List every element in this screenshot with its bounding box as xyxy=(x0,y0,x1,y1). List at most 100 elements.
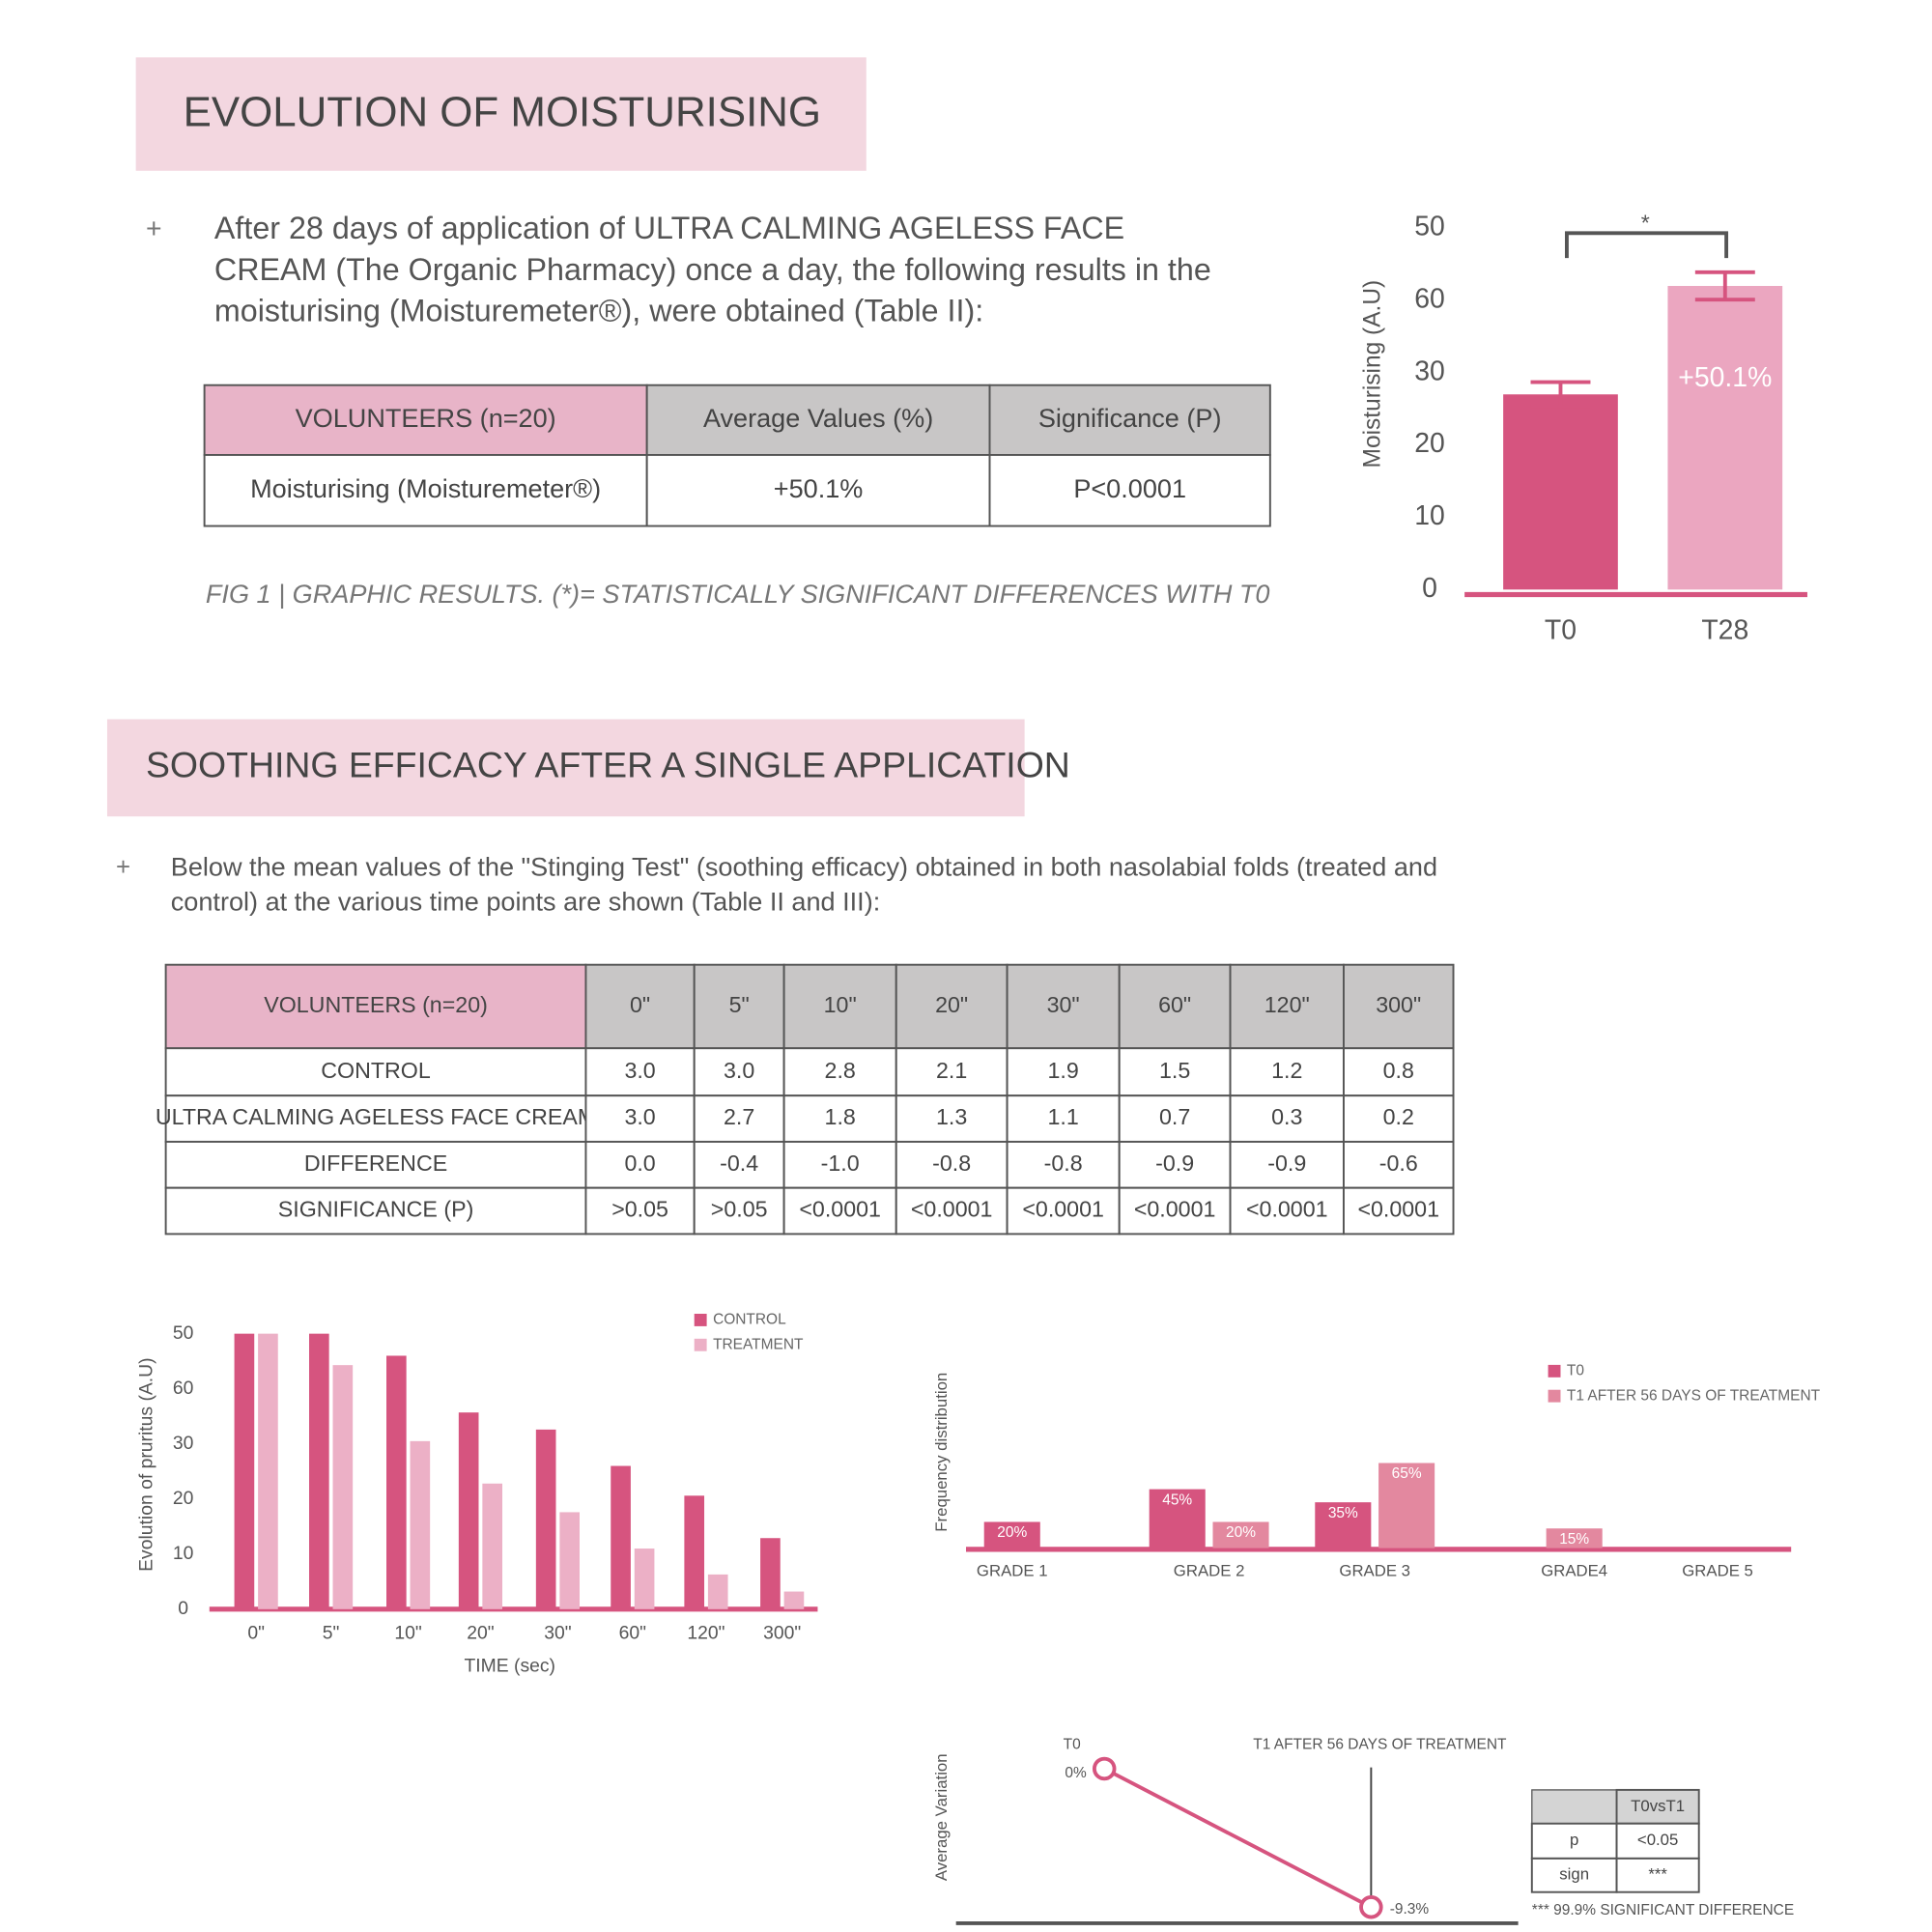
line xyxy=(1103,1767,1373,1909)
bar xyxy=(634,1548,655,1609)
x-tick-label: 0" xyxy=(247,1623,265,1644)
data-label: 15% xyxy=(1559,1531,1589,1548)
bar xyxy=(559,1512,580,1609)
table-cell-text: <0.0001 xyxy=(1022,1197,1104,1222)
table-header-cell xyxy=(1006,963,1121,1050)
legend-label: T1 AFTER 56 DAYS OF TREATMENT xyxy=(1567,1387,1821,1404)
x-tick-label: GRADE 2 xyxy=(1174,1562,1245,1580)
table-header: T0vsT1 xyxy=(1631,1797,1685,1815)
table-cell-text: >0.05 xyxy=(711,1197,768,1222)
legend-swatch xyxy=(694,1338,707,1351)
table-cell-text: DIFFERENCE xyxy=(304,1151,447,1176)
table-cell-text: 1.3 xyxy=(936,1104,967,1129)
table-cell-text: 3.0 xyxy=(724,1058,754,1083)
table-cell-text: -0.8 xyxy=(932,1151,971,1176)
table-cell-text: 3.0 xyxy=(624,1058,655,1083)
y-tick-label: 30 xyxy=(1414,355,1445,386)
table-cell-text: 1.5 xyxy=(1159,1058,1190,1083)
data-label: 20% xyxy=(997,1524,1027,1541)
table-cell xyxy=(1343,1047,1455,1097)
bar xyxy=(1667,286,1783,590)
table-header-cell xyxy=(164,963,587,1050)
table-cell xyxy=(1530,1857,1618,1893)
y-tick-label: 30 xyxy=(173,1433,194,1454)
table-cell-text: ULTRA CALMING AGELESS FACE CREAM xyxy=(156,1104,596,1129)
table-cell-text: <0.0001 xyxy=(1134,1197,1216,1222)
bar xyxy=(535,1429,556,1609)
x-tick-label: GRADE4 xyxy=(1541,1562,1607,1580)
table-cell-text: 2.8 xyxy=(825,1058,856,1083)
bar xyxy=(760,1538,781,1609)
table-header-cell xyxy=(203,384,648,456)
table-note: *** 99.9% SIGNIFICANT DIFFERENCE xyxy=(1532,1902,1794,1918)
table-cell-text: 0.3 xyxy=(1271,1104,1302,1129)
table-cell-text: 1.2 xyxy=(1271,1058,1302,1083)
table-cell xyxy=(693,1094,785,1143)
data-label: 65% xyxy=(1392,1465,1422,1482)
table-cell-text: *** xyxy=(1648,1865,1667,1884)
legend-label: T0 xyxy=(1567,1362,1584,1378)
table-cell xyxy=(1229,1094,1345,1143)
bar xyxy=(410,1440,431,1609)
bar xyxy=(611,1465,631,1609)
table-cell-text: <0.05 xyxy=(1637,1831,1678,1849)
bar xyxy=(458,1412,479,1609)
table-cell-text: <0.0001 xyxy=(799,1197,881,1222)
table-cell-text: -1.0 xyxy=(821,1151,860,1176)
y-tick-label: 50 xyxy=(173,1322,194,1344)
table-cell-text: 0.0 xyxy=(624,1151,655,1176)
table-header-cell xyxy=(645,384,991,456)
table-cell xyxy=(1343,1186,1455,1236)
table-cell xyxy=(1343,1094,1455,1143)
x-axis-label: TIME (sec) xyxy=(464,1655,555,1676)
table-cell xyxy=(1229,1140,1345,1189)
bar xyxy=(1315,1502,1372,1548)
section-title: EVOLUTION OF MOISTURISING xyxy=(184,88,821,135)
table-cell-text: 0.8 xyxy=(1383,1058,1414,1083)
error-bar xyxy=(1694,270,1755,302)
x-tick-label: GRADE 1 xyxy=(977,1562,1048,1580)
table-header-cell xyxy=(895,963,1009,1050)
table-cell-text: p xyxy=(1570,1831,1578,1849)
y-tick-label: 60 xyxy=(173,1378,194,1399)
bar xyxy=(1378,1463,1435,1548)
table-cell xyxy=(584,1094,696,1143)
bar xyxy=(386,1355,407,1609)
bar xyxy=(234,1333,255,1609)
table-cell-text: 0.2 xyxy=(1383,1104,1414,1129)
x-tick-label: 30" xyxy=(544,1623,572,1644)
data-label: 0% xyxy=(1065,1765,1087,1781)
x-tick-label: 120" xyxy=(687,1623,724,1644)
bar xyxy=(309,1333,329,1609)
table-cell-text: -0.9 xyxy=(1155,1151,1194,1176)
table-cell-text: 2.1 xyxy=(936,1058,967,1083)
table-cell xyxy=(164,1047,587,1097)
table-cell-text: <0.0001 xyxy=(1246,1197,1328,1222)
table-cell-text: -0.8 xyxy=(1044,1151,1083,1176)
table-header: 60" xyxy=(1158,992,1191,1017)
y-axis-label: Evolution of pruritus (A.U) xyxy=(135,1357,156,1571)
table-header: 300" xyxy=(1376,992,1421,1017)
legend-label: CONTROL xyxy=(713,1312,786,1328)
x-tick-label: GRADE 5 xyxy=(1682,1562,1753,1580)
table-cell xyxy=(1006,1186,1121,1236)
table-cell xyxy=(895,1047,1009,1097)
table-header-cell xyxy=(782,963,897,1050)
table-cell xyxy=(782,1140,897,1189)
x-tick-label: T28 xyxy=(1701,615,1748,646)
table-header: 20" xyxy=(935,992,968,1017)
y-axis-label: Frequency distribution xyxy=(932,1373,951,1532)
legend-swatch xyxy=(1548,1364,1561,1378)
y-axis-label: Average Variation xyxy=(932,1753,951,1881)
table-cell xyxy=(895,1140,1009,1189)
table-cell xyxy=(645,454,991,527)
bar xyxy=(332,1365,354,1609)
table-cell xyxy=(203,454,648,527)
table-header: 10" xyxy=(824,992,857,1017)
table-header: VOLUNTEERS (n=20) xyxy=(264,992,488,1017)
table-cell-text: 0.7 xyxy=(1159,1104,1190,1129)
table-cell-text: sign xyxy=(1559,1865,1589,1884)
bar xyxy=(707,1574,728,1609)
x-tick-label: 300" xyxy=(763,1623,801,1644)
table-cell xyxy=(1531,1789,1618,1825)
